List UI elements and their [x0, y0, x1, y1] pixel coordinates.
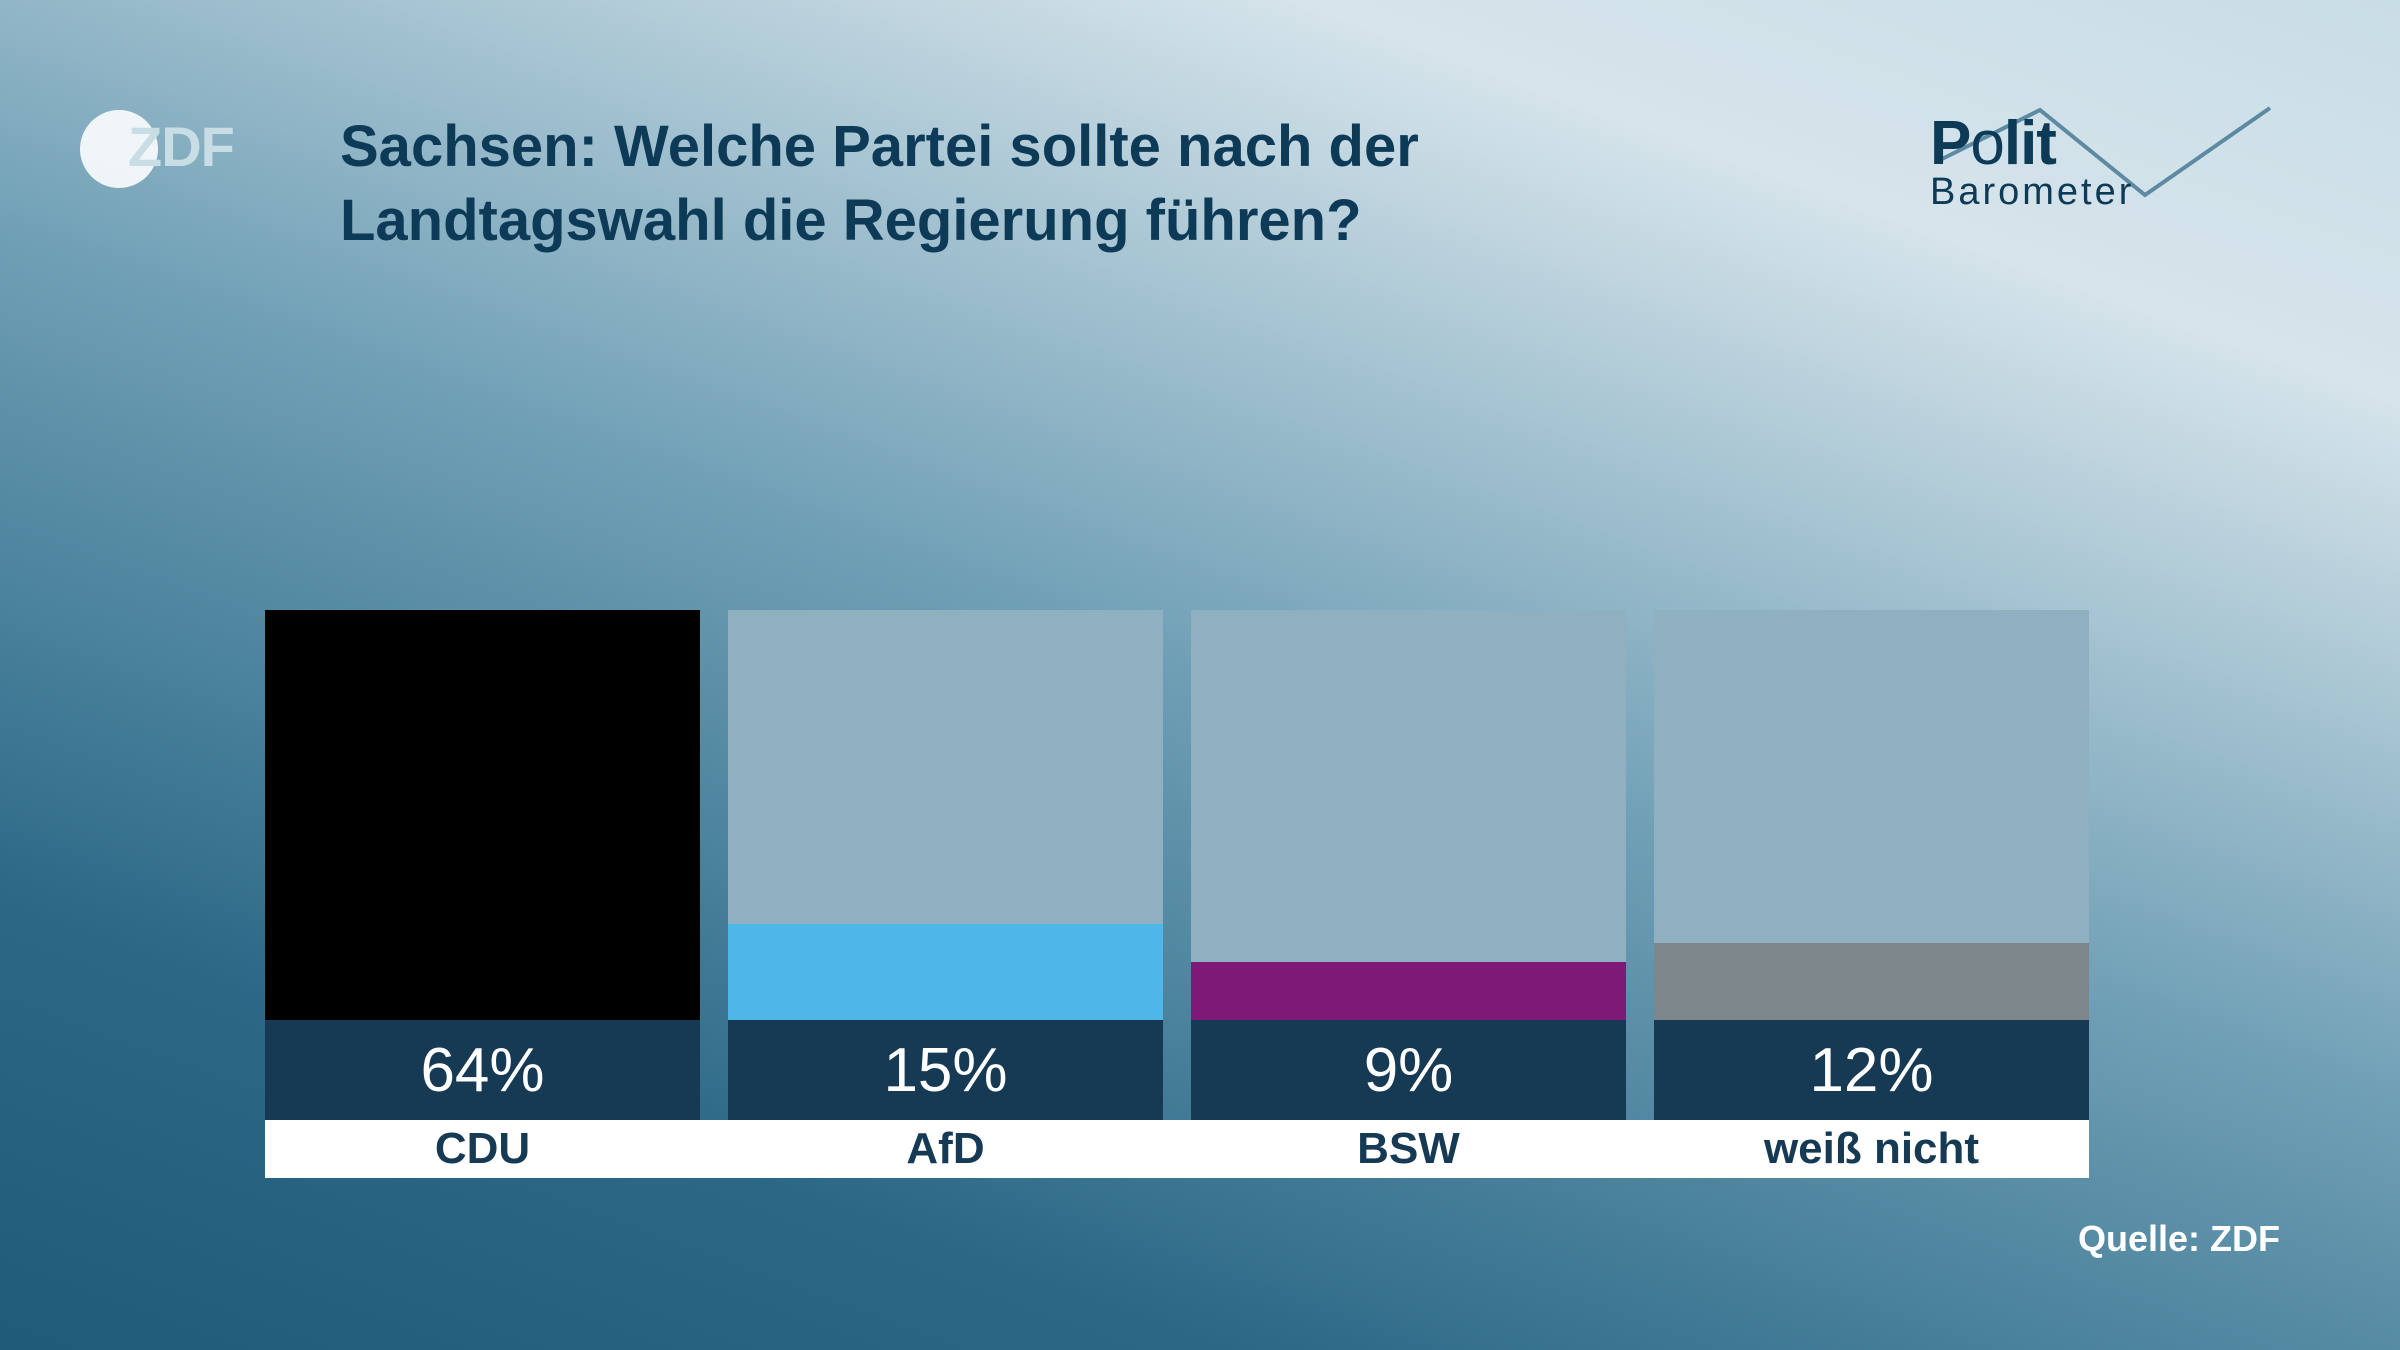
percent-value: 12% [1654, 1020, 2089, 1120]
politbarometer-logo: Polit Barometer [1900, 90, 2320, 240]
source-attribution: Quelle: ZDF [2078, 1218, 2280, 1260]
percent-value: 9% [1191, 1020, 1626, 1120]
bar-column: 64% [265, 610, 700, 1120]
zdf-logo: ZDF [80, 110, 260, 210]
zdf-logo-text: ZDF [128, 114, 234, 179]
bar-label: AfD [728, 1120, 1163, 1178]
bar-column: 9% [1191, 610, 1626, 1120]
bar-slot [265, 610, 700, 1020]
label-strip: CDU AfD BSW weiß nicht [265, 1120, 2089, 1178]
bar-fill [265, 610, 700, 1020]
politbarometer-line2: Barometer [1930, 171, 2134, 214]
chart-title: Sachsen: Welche Partei sollte nach der L… [340, 110, 1640, 258]
header: ZDF Sachsen: Welche Partei sollte nach d… [80, 110, 2320, 258]
polit-light-o: o [1970, 109, 2003, 178]
bar-fill [1191, 962, 1626, 1020]
bar-fill [1654, 943, 2089, 1020]
percent-value: 15% [728, 1020, 1163, 1120]
politbarometer-text: Polit Barometer [1930, 108, 2134, 214]
bar-column: 15% [728, 610, 1163, 1120]
bar-fill [728, 924, 1163, 1020]
politbarometer-line1: Polit [1930, 108, 2134, 179]
bar-slot [728, 610, 1163, 1020]
bar-slot [1654, 610, 2089, 1020]
bar-column: 12% [1654, 610, 2089, 1120]
percent-value: 64% [265, 1020, 700, 1120]
bar-label: BSW [1191, 1120, 1626, 1178]
polit-bold-part: P [1930, 109, 1970, 178]
bar-background [1191, 610, 1626, 1020]
bar-chart: 64% 15% 9% 12% [265, 610, 2089, 1120]
bar-label: weiß nicht [1654, 1120, 2089, 1178]
polit-rest: lit [2004, 109, 2056, 178]
bar-label: CDU [265, 1120, 700, 1178]
bar-slot [1191, 610, 1626, 1020]
